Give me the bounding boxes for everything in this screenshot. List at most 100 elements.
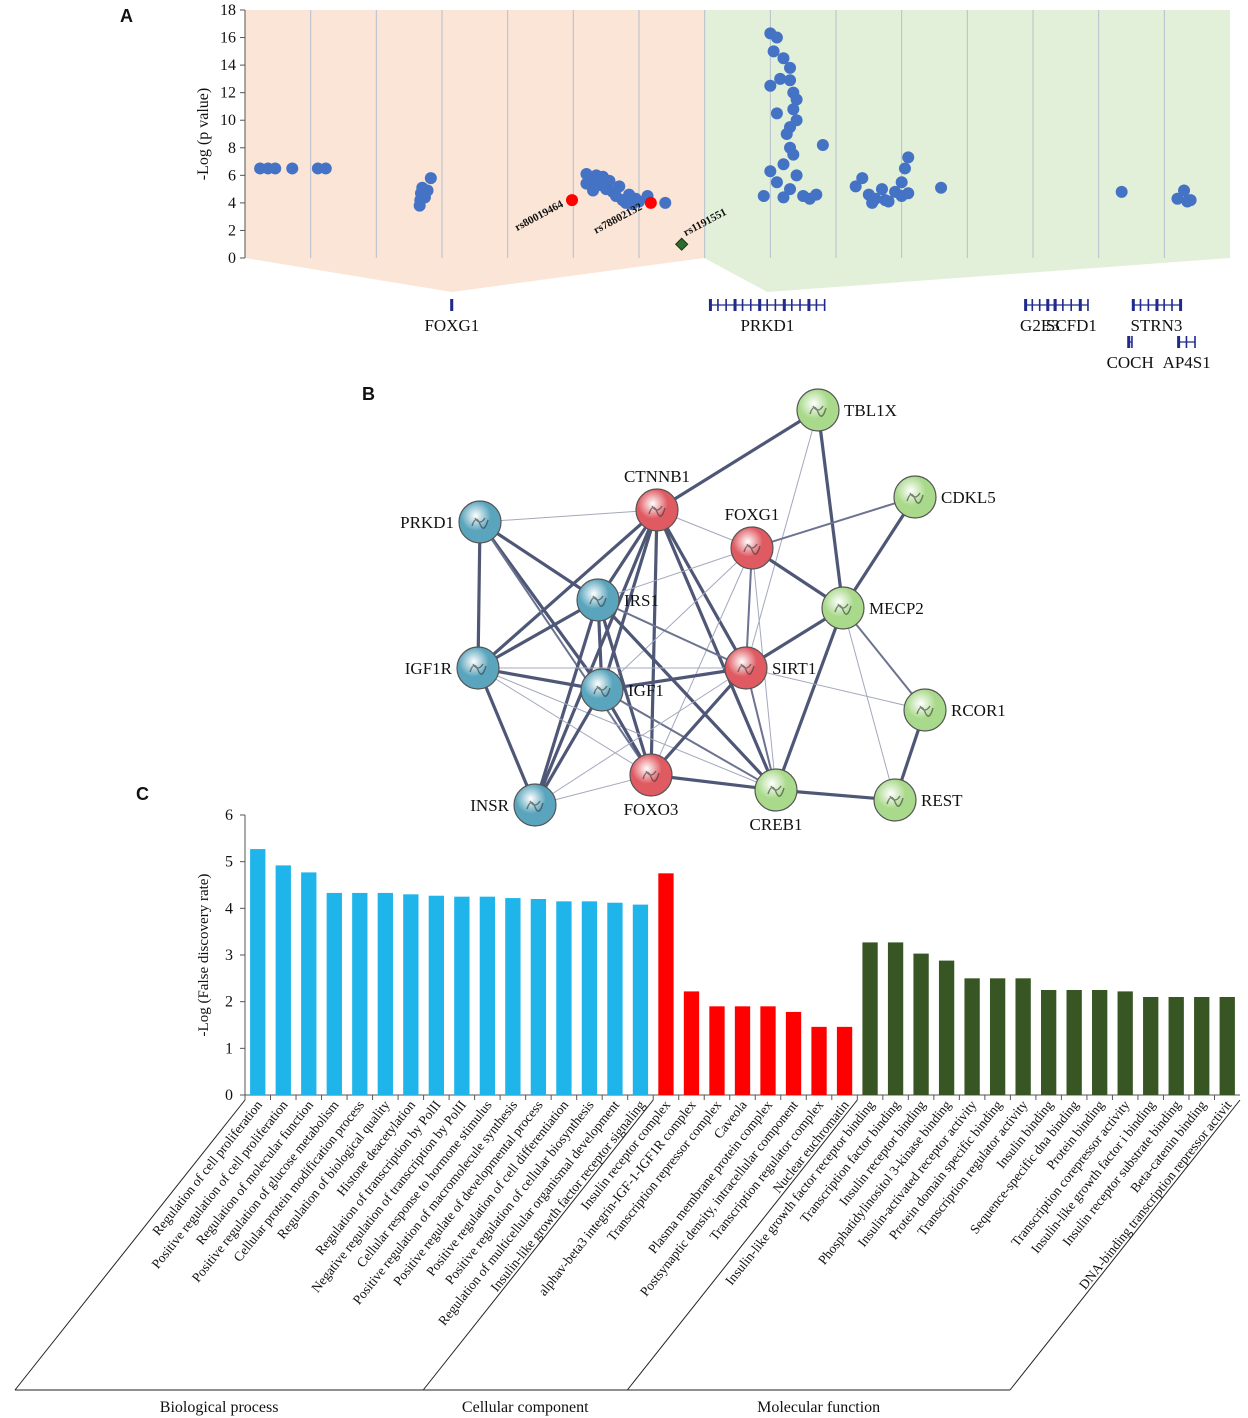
network-edge [601, 666, 747, 692]
gene-label: COCH [1107, 353, 1154, 372]
snp-point [774, 72, 787, 85]
bar [1066, 990, 1082, 1095]
bar [862, 942, 878, 1095]
exon [758, 299, 762, 311]
bar [607, 902, 623, 1095]
panel-label: A [120, 6, 133, 26]
network-edge [842, 607, 896, 801]
exon [1147, 299, 1150, 311]
snp-point [784, 61, 797, 74]
protein-glyph [743, 543, 761, 555]
snp-point [902, 151, 915, 164]
exon [717, 299, 719, 311]
snp-point [902, 187, 915, 200]
bar [785, 1011, 802, 1095]
protein-glyph [906, 492, 924, 504]
y-tick-label: 3 [225, 947, 233, 964]
exon [1031, 299, 1034, 311]
exon [1163, 299, 1165, 311]
network-edge [655, 509, 778, 791]
snp-point [286, 162, 299, 175]
node-label: PRKD1 [400, 513, 454, 532]
bar [1143, 997, 1159, 1095]
bar [428, 895, 444, 1095]
exon [451, 299, 454, 311]
network-edge [656, 408, 819, 512]
protein-glyph [916, 705, 934, 717]
network-edge [601, 689, 777, 791]
network-edge [534, 667, 747, 806]
y-tick-label: 16 [220, 30, 236, 47]
y-tick-label: 10 [220, 112, 236, 129]
exon [807, 299, 811, 311]
bar [734, 1006, 751, 1095]
snp-point [587, 184, 600, 197]
bar [836, 1026, 853, 1095]
gene: COCH [1107, 336, 1154, 372]
snp-point [784, 183, 797, 196]
snp-point [787, 103, 800, 116]
snp-point [816, 139, 829, 152]
exon [1155, 299, 1159, 311]
exon [791, 299, 793, 311]
network-edge [597, 599, 747, 669]
network-edge [533, 509, 659, 806]
exon [1087, 299, 1089, 311]
gene-label: SCFD1 [1046, 316, 1097, 335]
bar [403, 894, 419, 1095]
network-edge [476, 508, 659, 670]
snp-point [784, 74, 797, 87]
network-edge [479, 521, 652, 776]
network-edge [655, 509, 748, 669]
snp-point [810, 188, 823, 201]
bar [250, 849, 266, 1095]
bar [1041, 990, 1057, 1095]
exon [1062, 299, 1064, 311]
bar [352, 892, 368, 1095]
node-label: IRS1 [624, 591, 659, 610]
network-edge [751, 496, 916, 549]
network-edge [477, 667, 652, 776]
node-label: RCOR1 [951, 701, 1006, 720]
protein-glyph [737, 663, 755, 675]
network-edge [841, 496, 917, 609]
snp-point [757, 190, 770, 202]
bar [989, 978, 1006, 1095]
network-edge [649, 666, 748, 777]
node-label: FOXG1 [725, 505, 780, 524]
group-label: Cellular component [462, 1399, 589, 1416]
exon [1070, 299, 1073, 311]
network-edge [745, 667, 926, 711]
exon [774, 299, 777, 311]
exon [815, 299, 818, 311]
snp-point [777, 52, 790, 65]
snp-point [790, 169, 803, 182]
snp-point [1184, 194, 1197, 207]
group-divider [422, 1099, 654, 1391]
node-label: MECP2 [869, 599, 924, 618]
y-tick-label: 6 [228, 167, 236, 184]
snp-point [659, 196, 672, 209]
bar [1168, 997, 1184, 1095]
exon [741, 299, 744, 311]
group-divider [626, 1099, 858, 1391]
bar [454, 896, 470, 1095]
snp-point [866, 196, 879, 209]
y-tick-label: 4 [228, 195, 236, 212]
exon [1139, 299, 1142, 311]
snp-point [849, 180, 862, 193]
exon [1038, 299, 1041, 311]
snp-highlight [566, 194, 579, 207]
exon [708, 299, 712, 311]
panel-label: C [136, 784, 149, 804]
exon [749, 299, 752, 311]
network-edge [477, 667, 777, 791]
node-label: IGF1R [405, 659, 453, 678]
snp-point [764, 165, 777, 178]
group-divider [1009, 1099, 1241, 1391]
exon [1177, 336, 1181, 348]
gene-label: FOXG1 [424, 316, 479, 335]
node-label: CREB1 [750, 815, 803, 834]
